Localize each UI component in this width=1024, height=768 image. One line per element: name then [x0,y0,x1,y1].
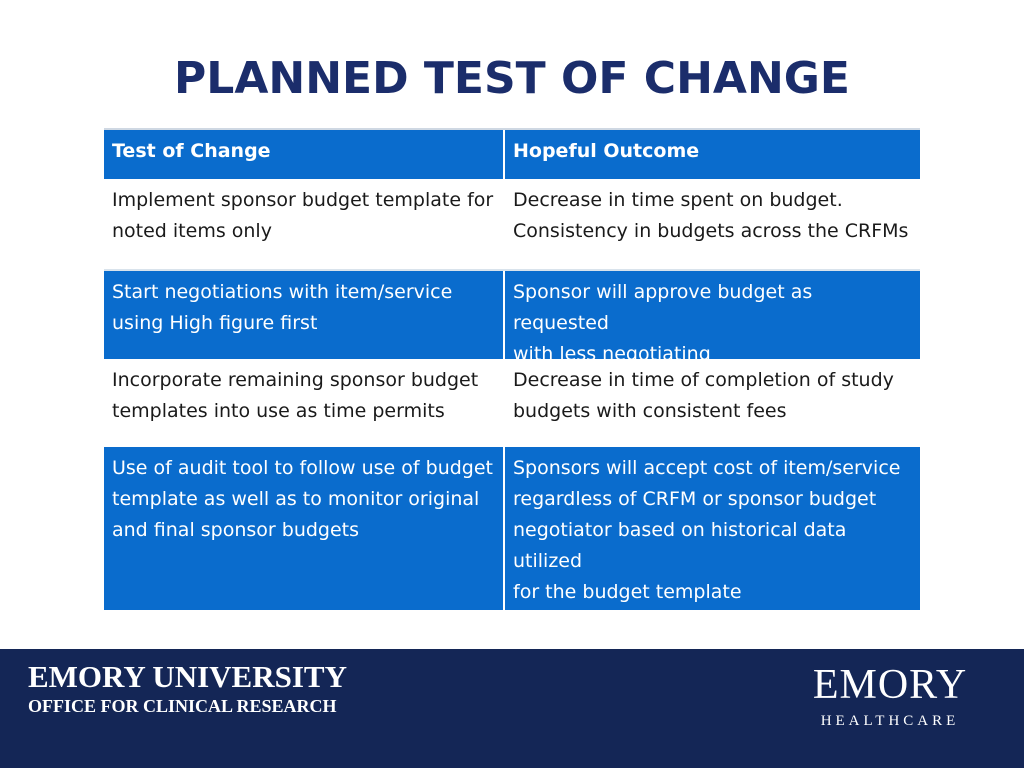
table-row: Use of audit tool to follow use of budge… [104,447,920,610]
table-row: Incorporate remaining sponsor budget tem… [104,359,920,447]
logo-sub-text: HEALTHCARE [820,713,960,729]
slide-title: PLANNED TEST OF CHANGE [174,53,850,104]
row-divider [104,269,920,271]
outcome-cell: Sponsor will approve budget as requested… [505,271,920,365]
org-name: EMORY UNIVERSITY [28,659,347,694]
test-cell: Use of audit tool to follow use of budge… [104,447,505,610]
outcome-cell: Sponsors will accept cost of item/servic… [505,447,920,610]
outcome-cell: Decrease in time of completion of study … [505,359,920,447]
outcome-cell: Decrease in time spent on budget. Consis… [505,179,920,269]
org-subtitle: OFFICE FOR CLINICAL RESEARCH [28,696,337,716]
test-cell: Start negotiations with item/service usi… [104,271,505,359]
header-hopeful-outcome: Hopeful Outcome [505,130,920,179]
emory-healthcare-logo: EMORY HEALTHCARE [800,661,980,731]
table-row: Start negotiations with item/service usi… [104,271,920,365]
test-of-change-table: Test of Change Hopeful Outcome Implement… [104,128,920,610]
footer-banner: EMORY UNIVERSITY OFFICE FOR CLINICAL RES… [0,649,1024,768]
header-test-of-change: Test of Change [104,130,505,179]
table-row: Implement sponsor budget template for no… [104,179,920,269]
logo-main-text: EMORY [812,662,968,708]
test-cell: Incorporate remaining sponsor budget tem… [104,359,505,447]
table-header-row: Test of Change Hopeful Outcome [104,128,920,179]
test-cell: Implement sponsor budget template for no… [104,179,505,269]
